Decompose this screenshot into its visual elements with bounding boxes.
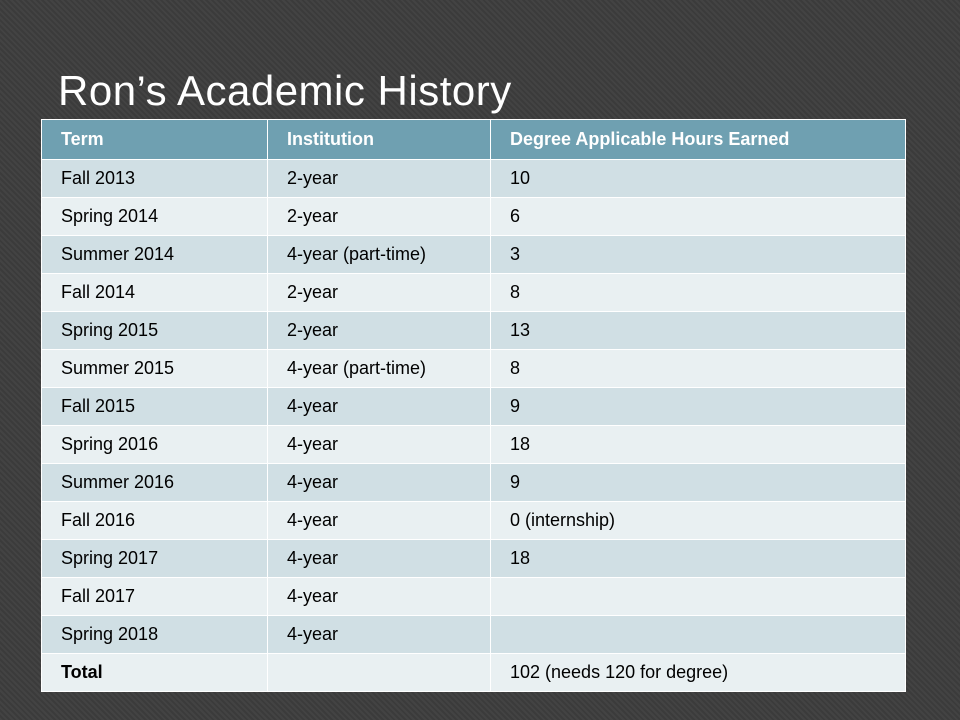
table-header: Term Institution Degree Applicable Hours…	[41, 119, 906, 160]
table-row: Fall 2014 2-year 8	[41, 273, 906, 312]
cell-hours: 3	[490, 235, 906, 274]
table-row: Summer 2015 4-year (part-time) 8	[41, 349, 906, 388]
cell-term: Spring 2018	[41, 615, 268, 654]
table-row: Summer 2016 4-year 9	[41, 463, 906, 502]
cell-institution: 2-year	[267, 197, 491, 236]
table-row: Fall 2013 2-year 10	[41, 159, 906, 198]
cell-term: Spring 2015	[41, 311, 268, 350]
academic-history-table-container: Term Institution Degree Applicable Hours…	[41, 119, 906, 707]
header-row: Term Institution Degree Applicable Hours…	[41, 119, 906, 160]
cell-term: Spring 2016	[41, 425, 268, 464]
cell-hours: 6	[490, 197, 906, 236]
cell-hours: 18	[490, 539, 906, 578]
cell-institution: 4-year (part-time)	[267, 349, 491, 388]
total-institution	[267, 653, 491, 692]
cell-institution: 2-year	[267, 273, 491, 312]
slide-title: Ron’s Academic History	[58, 67, 512, 114]
cell-hours: 8	[490, 273, 906, 312]
cell-institution: 4-year	[267, 577, 491, 616]
cell-institution: 4-year	[267, 539, 491, 578]
cell-institution: 4-year	[267, 387, 491, 426]
cell-institution: 4-year	[267, 501, 491, 540]
table-row: Spring 2017 4-year 18	[41, 539, 906, 578]
header-term: Term	[41, 119, 268, 160]
table-row: Fall 2015 4-year 9	[41, 387, 906, 426]
header-institution: Institution	[267, 119, 491, 160]
cell-term: Fall 2016	[41, 501, 268, 540]
total-label: Total	[41, 653, 268, 692]
cell-term: Fall 2017	[41, 577, 268, 616]
cell-term: Summer 2015	[41, 349, 268, 388]
cell-term: Summer 2014	[41, 235, 268, 274]
cell-term: Spring 2017	[41, 539, 268, 578]
cell-hours: 8	[490, 349, 906, 388]
cell-term: Fall 2015	[41, 387, 268, 426]
cell-term: Fall 2014	[41, 273, 268, 312]
cell-institution: 4-year	[267, 463, 491, 502]
academic-history-table: Term Institution Degree Applicable Hours…	[41, 119, 906, 692]
cell-hours: 9	[490, 463, 906, 502]
table-row: Fall 2017 4-year	[41, 577, 906, 616]
cell-term: Fall 2013	[41, 159, 268, 198]
cell-hours: 9	[490, 387, 906, 426]
cell-institution: 2-year	[267, 159, 491, 198]
table-row: Spring 2016 4-year 18	[41, 425, 906, 464]
table-row: Fall 2016 4-year 0 (internship)	[41, 501, 906, 540]
total-row: Total 102 (needs 120 for degree)	[41, 653, 906, 692]
table-row: Spring 2015 2-year 13	[41, 311, 906, 350]
cell-hours	[490, 615, 906, 654]
cell-institution: 4-year (part-time)	[267, 235, 491, 274]
cell-hours: 10	[490, 159, 906, 198]
table-row: Spring 2018 4-year	[41, 615, 906, 654]
cell-institution: 4-year	[267, 425, 491, 464]
cell-hours: 13	[490, 311, 906, 350]
header-hours: Degree Applicable Hours Earned	[490, 119, 906, 160]
cell-term: Summer 2016	[41, 463, 268, 502]
cell-hours: 18	[490, 425, 906, 464]
total-hours: 102 (needs 120 for degree)	[490, 653, 906, 692]
cell-hours	[490, 577, 906, 616]
cell-term: Spring 2014	[41, 197, 268, 236]
table-row: Summer 2014 4-year (part-time) 3	[41, 235, 906, 274]
cell-institution: 2-year	[267, 311, 491, 350]
cell-institution: 4-year	[267, 615, 491, 654]
table-body: Fall 2013 2-year 10 Spring 2014 2-year 6…	[41, 159, 906, 692]
table-row: Spring 2014 2-year 6	[41, 197, 906, 236]
cell-hours: 0 (internship)	[490, 501, 906, 540]
